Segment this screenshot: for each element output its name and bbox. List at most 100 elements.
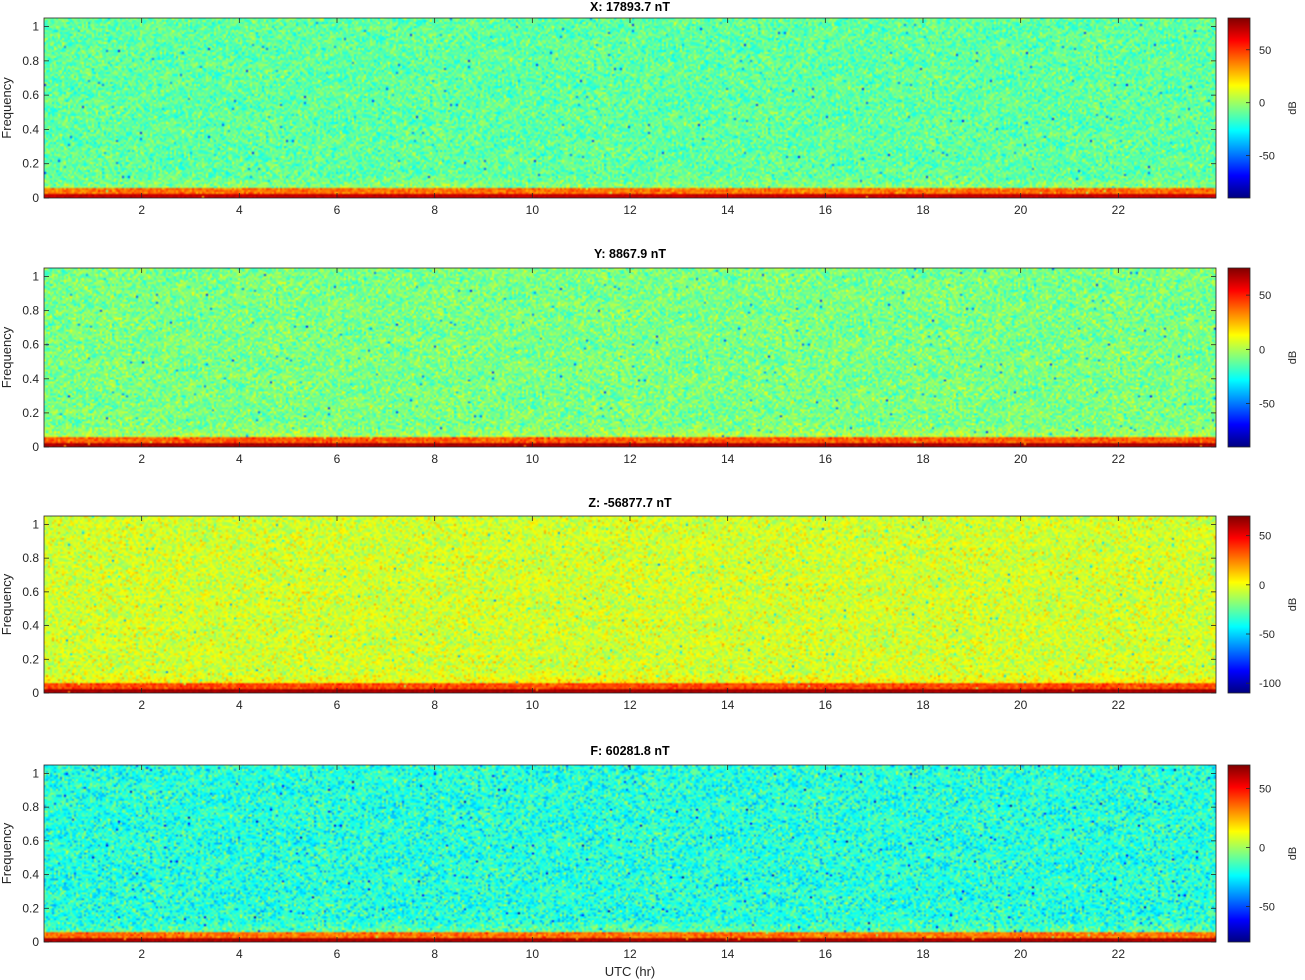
x-tick-label: 18: [916, 203, 930, 217]
y-tick-label: 0.4: [22, 122, 39, 136]
colorbar-label: dB: [1287, 598, 1299, 611]
colorbar-tick-label: -50: [1259, 399, 1275, 411]
y-tick-label: 1: [32, 517, 39, 531]
spectrogram-panel-4: F: 60281.8 nT2 4 6 8 10 12 14 16 18 20 2200.20.40.…: [0, 744, 1299, 979]
panel-title: F: 60281.8 nT: [590, 744, 670, 758]
x-tick-label: 18: [916, 452, 930, 466]
x-tick-label: 12: [623, 452, 637, 466]
y-tick-label: 0.6: [22, 585, 39, 599]
colorbar-tick-label: 0: [1259, 344, 1265, 356]
y-tick-label: 0.8: [22, 54, 39, 68]
x-tick-label: 2: [138, 203, 145, 217]
colorbar-tick-label: 0: [1259, 98, 1265, 110]
x-axis-label: UTC (hr): [605, 964, 656, 979]
spectrogram-heatmap: [44, 268, 1216, 447]
x-tick-label: 8: [431, 698, 438, 712]
colorbar-gradient: [1227, 764, 1251, 943]
x-tick-label: 2: [138, 698, 145, 712]
x-tick-label: 22: [1112, 203, 1126, 217]
spectrogram-heatmap: [44, 765, 1216, 942]
spectrogram-panel-3: Z: -56877.7 nT2 4 6 8 10 12 14 16 18 20 2200.20.40…: [0, 496, 1299, 712]
spectrogram-panel-2: Y: 8867.9 nT 2 4 6 8 10 12 14 16 18 20 22 0 0.2 0.4 0.6…: [0, 247, 1299, 466]
colorbar-tick-label: -50: [1259, 629, 1275, 641]
y-tick-label: 0.2: [22, 157, 39, 171]
y-tick-label: 0.4: [22, 372, 39, 386]
y-tick-label: 0: [32, 935, 39, 949]
colorbar-label: dB: [1287, 101, 1299, 114]
colorbar-gradient: [1227, 515, 1251, 694]
colorbar-tick-label: 0: [1259, 843, 1265, 855]
colorbar-tick-label: 0: [1259, 580, 1265, 592]
x-tick-label: 8: [431, 947, 438, 961]
spectrogram-heatmap: [44, 18, 1216, 198]
x-tick-label: 4: [236, 203, 243, 217]
colorbar-label: dB: [1287, 351, 1299, 364]
y-tick-label: 0.2: [22, 652, 39, 666]
x-tick-label: 2: [138, 452, 145, 466]
x-tick-label: 4: [236, 452, 243, 466]
panel-title: Z: -56877.7 nT: [588, 496, 672, 510]
y-tick-label: 0.8: [22, 800, 39, 814]
colorbar-tick-label: 50: [1259, 531, 1271, 543]
y-tick-label: 0.8: [22, 304, 39, 318]
x-tick-label: 20: [1014, 203, 1028, 217]
x-tick-label: 4: [236, 947, 243, 961]
x-tick-label: 14: [721, 947, 735, 961]
colorbar: 50 0 -50 dB: [1227, 764, 1299, 943]
x-tick-label: 12: [623, 947, 637, 961]
colorbar: 50 0 -50 -100 dB: [1227, 515, 1299, 694]
spectrogram-heatmap: [44, 516, 1216, 693]
y-axis-label: Frequency: [0, 822, 14, 884]
x-tick-label: 18: [916, 947, 930, 961]
colorbar-tick-label: -50: [1259, 151, 1275, 163]
colorbar-tick-label: -50: [1259, 902, 1275, 914]
y-tick-label: 0.4: [22, 868, 39, 882]
y-tick-label: 1: [32, 20, 39, 34]
x-tick-label: 20: [1014, 698, 1028, 712]
colorbar: 50 0 -50 dB: [1227, 267, 1299, 448]
x-tick-label: 6: [334, 947, 341, 961]
colorbar-tick-label: 50: [1259, 290, 1271, 302]
x-tick-label: 22: [1112, 947, 1126, 961]
x-tick-label: 6: [334, 203, 341, 217]
y-tick-label: 1: [32, 270, 39, 284]
x-tick-label: 2: [138, 947, 145, 961]
x-tick-label: 8: [431, 203, 438, 217]
x-tick-label: 16: [819, 203, 833, 217]
x-tick-label: 16: [819, 452, 833, 466]
x-tick-label: 8: [431, 452, 438, 466]
y-tick-label: 1: [32, 766, 39, 780]
y-axis-label: Frequency: [0, 573, 14, 635]
x-tick-label: 10: [526, 203, 540, 217]
colorbar-tick-label: 50: [1259, 45, 1271, 57]
y-axis-label: Frequency: [0, 77, 14, 139]
x-tick-label: 20: [1014, 947, 1028, 961]
colorbar-gradient: [1227, 267, 1251, 448]
colorbar: 50 0 -50 dB: [1227, 17, 1299, 199]
x-tick-label: 18: [916, 698, 930, 712]
y-tick-label: 0.6: [22, 88, 39, 102]
x-tick-label: 10: [526, 452, 540, 466]
x-tick-label: 12: [623, 698, 637, 712]
x-tick-label: 10: [526, 947, 540, 961]
x-tick-label: 22: [1112, 452, 1126, 466]
x-tick-label: 6: [334, 452, 341, 466]
x-tick-label: 20: [1014, 452, 1028, 466]
panel-title: X: 17893.7 nT: [590, 0, 670, 14]
colorbar-tick-label: 50: [1259, 784, 1271, 796]
y-tick-label: 0.2: [22, 406, 39, 420]
y-tick-label: 0: [32, 191, 39, 205]
x-tick-label: 12: [623, 203, 637, 217]
x-tick-label: 14: [721, 452, 735, 466]
panel-title: Y: 8867.9 nT: [594, 247, 666, 261]
x-tick-label: 4: [236, 698, 243, 712]
y-tick-label: 0.2: [22, 901, 39, 915]
y-tick-label: 0: [32, 686, 39, 700]
y-tick-label: 0.8: [22, 551, 39, 565]
x-tick-label: 22: [1112, 698, 1126, 712]
y-tick-label: 0.6: [22, 338, 39, 352]
x-tick-label: 16: [819, 698, 833, 712]
spectrogram-panel-1: X: 17893.7 nT2 4 6 8 10 12 14 16 18 20 2200.20.40.…: [0, 0, 1299, 217]
x-tick-label: 14: [721, 203, 735, 217]
